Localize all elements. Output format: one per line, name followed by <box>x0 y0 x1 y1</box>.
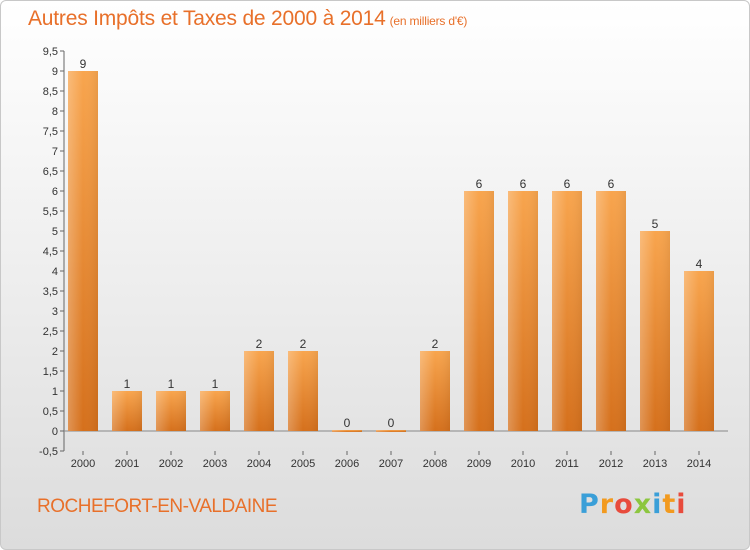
x-tick-label: 2011 <box>555 458 579 470</box>
y-tick-label: 2,5 <box>43 326 58 338</box>
bar-value-label: 2 <box>300 337 307 351</box>
logo-letter: i <box>652 489 663 520</box>
bar-highlight <box>68 71 98 431</box>
x-tick-label: 2010 <box>511 458 535 470</box>
bar-value-label: 6 <box>608 177 615 191</box>
y-tick-label: 8 <box>52 106 58 118</box>
chart-title: Autres Impôts et Taxes de 2000 à 2014 (en… <box>28 7 467 31</box>
x-tick-label: 2007 <box>379 458 403 470</box>
bar-highlight <box>596 191 626 431</box>
title-text: Autres Impôts et Taxes de 2000 à 2014 <box>28 7 386 30</box>
bar-highlight <box>244 351 274 431</box>
y-tick-label: 9 <box>52 66 58 78</box>
y-tick-label: 9,5 <box>43 46 58 58</box>
y-tick-label: 6,5 <box>43 166 58 178</box>
bar-value-label: 1 <box>168 377 175 391</box>
bar-value-label: 6 <box>564 177 571 191</box>
bar-value-label: 2 <box>256 337 263 351</box>
bar-highlight <box>464 191 494 431</box>
logo-letter: t <box>662 489 677 520</box>
bar-value-label: 4 <box>696 257 703 271</box>
y-tick-label: 2 <box>52 346 58 358</box>
bar-value-label: 6 <box>520 177 527 191</box>
bar-value-label: 0 <box>388 416 395 430</box>
y-tick-label: 7,5 <box>43 126 58 138</box>
x-tick-label: 2002 <box>159 458 183 470</box>
bar-value-label: 5 <box>652 217 659 231</box>
chart-axes: -0,5 0 0,5 1 1,5 2 2,5 3 3,5 4 4,5 5 5,5 6 6,5 7 7,5 8 8,5… <box>39 46 728 470</box>
bar-highlight <box>376 430 406 432</box>
logo-letter: o <box>614 489 634 520</box>
y-tick-label: 5 <box>52 226 58 238</box>
bar-value-label: 2 <box>432 337 439 351</box>
x-tick-label: 2003 <box>203 458 227 470</box>
bar-highlight <box>156 391 186 431</box>
x-tick-label: 2004 <box>247 458 271 470</box>
y-tick-label: 4 <box>52 266 58 278</box>
y-tick-label: 1 <box>52 386 58 398</box>
bar-highlight <box>508 191 538 431</box>
x-tick-label: 2013 <box>643 458 667 470</box>
bar-highlight <box>200 391 230 431</box>
bar-highlight <box>288 351 318 431</box>
y-tick-label: 7 <box>52 146 58 158</box>
logo-letter: r <box>599 489 615 520</box>
logo-letter: x <box>633 489 653 520</box>
x-tick-label: 2014 <box>687 458 711 470</box>
y-tick-label: 8,5 <box>43 86 58 98</box>
y-tick-label: 0 <box>52 426 58 438</box>
bar-value-label: 9 <box>80 57 87 71</box>
x-tick-label: 2000 <box>71 458 95 470</box>
y-tick-label: 5,5 <box>43 206 58 218</box>
y-tick-label: 0,5 <box>43 406 58 418</box>
bar-highlight <box>332 430 362 432</box>
x-tick-label: 2008 <box>423 458 447 470</box>
proxiti-logo: Proxiti <box>579 489 687 520</box>
chart-bars <box>68 71 714 432</box>
x-tick-label: 2012 <box>599 458 623 470</box>
y-tick-label: 3 <box>52 306 58 318</box>
x-tick-label: 2001 <box>115 458 139 470</box>
bar-highlight <box>112 391 142 431</box>
bar-value-label: 1 <box>212 377 219 391</box>
x-tick-label: 2005 <box>291 458 315 470</box>
y-tick-label: 1,5 <box>43 366 58 378</box>
bar-value-label: 0 <box>344 416 351 430</box>
logo-letter: i <box>676 489 687 520</box>
y-tick-label: 6 <box>52 186 58 198</box>
logo-letter: P <box>579 489 600 520</box>
bar-highlight <box>684 271 714 431</box>
bar-value-label: 1 <box>124 377 131 391</box>
bar-highlight <box>552 191 582 431</box>
y-tick-label: -0,5 <box>39 446 58 458</box>
bar-value-label: 6 <box>476 177 483 191</box>
bar-highlight <box>420 351 450 431</box>
x-tick-label: 2006 <box>335 458 359 470</box>
chart-data-labels: 9 1 1 1 2 2 0 0 2 6 6 6 6 5 4 <box>80 57 703 430</box>
y-tick-label: 4,5 <box>43 246 58 258</box>
y-tick-label: 3,5 <box>43 286 58 298</box>
unit-subtitle: (en milliers d'€) <box>389 14 468 28</box>
bar-highlight <box>640 231 670 431</box>
x-tick-label: 2009 <box>467 458 491 470</box>
commune-name: ROCHEFORT-EN-VALDAINE <box>37 496 278 517</box>
